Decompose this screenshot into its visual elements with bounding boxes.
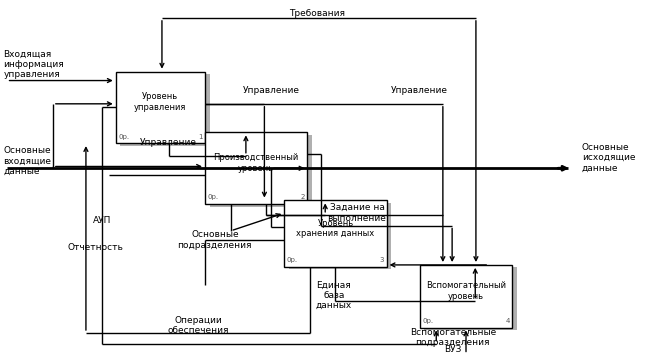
Text: Основные
входящие
данные: Основные входящие данные <box>3 146 52 176</box>
Text: Основные
подразделения: Основные подразделения <box>178 230 252 250</box>
Text: 2: 2 <box>300 194 305 200</box>
Text: Уровень
управления: Уровень управления <box>134 92 186 112</box>
Bar <box>205 132 307 204</box>
Text: ВУЗ: ВУЗ <box>444 344 461 354</box>
Text: Вспомогательные
подразделения: Вспомогательные подразделения <box>410 328 496 347</box>
Text: Управление: Управление <box>391 86 448 95</box>
Bar <box>284 200 387 267</box>
Text: Управление: Управление <box>140 138 197 147</box>
Bar <box>424 267 517 330</box>
Bar <box>210 135 312 207</box>
Text: 0р.: 0р. <box>287 257 298 263</box>
Text: Операции
обеспечения: Операции обеспечения <box>167 316 229 335</box>
Text: Задание на
выполнение: Задание на выполнение <box>327 203 387 223</box>
Text: Уровень
хранения данных: Уровень хранения данных <box>296 218 375 238</box>
Text: Требования: Требования <box>290 9 345 18</box>
Text: 4: 4 <box>505 318 510 324</box>
Text: Входящая
информация
управления: Входящая информация управления <box>3 49 64 79</box>
Text: 3: 3 <box>379 257 384 263</box>
Bar <box>120 74 210 146</box>
Text: Управление: Управление <box>243 86 299 95</box>
Bar <box>289 203 391 269</box>
Text: Единая
база
данных: Единая база данных <box>316 280 352 310</box>
Text: Отчетность: Отчетность <box>68 242 124 252</box>
Bar <box>116 72 205 143</box>
Text: АУП: АУП <box>93 216 112 225</box>
Text: 1: 1 <box>198 134 202 140</box>
Text: Основные
исходящие
данные: Основные исходящие данные <box>582 142 635 173</box>
Text: Вспомогательный
уровень: Вспомогательный уровень <box>426 281 506 301</box>
Text: 0р.: 0р. <box>208 194 219 200</box>
Text: 0р.: 0р. <box>118 134 130 140</box>
Bar <box>420 265 512 328</box>
Text: Производственный
уровень: Производственный уровень <box>214 153 299 173</box>
Text: 0р.: 0р. <box>422 318 434 324</box>
